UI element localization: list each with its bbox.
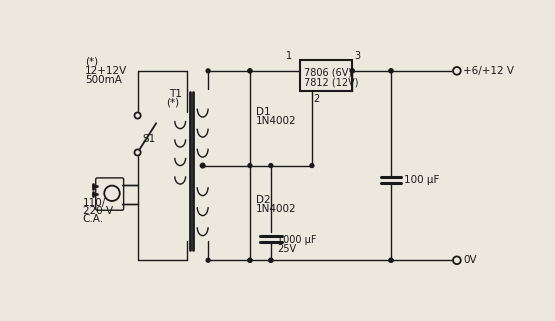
Text: D2: D2 — [256, 195, 271, 205]
Circle shape — [248, 258, 252, 262]
Bar — [300, 60, 352, 91]
Text: 220 V: 220 V — [83, 206, 113, 216]
Text: 25V: 25V — [277, 244, 296, 254]
Circle shape — [269, 258, 273, 262]
Text: 12+12V: 12+12V — [85, 66, 127, 76]
Circle shape — [248, 258, 252, 262]
Circle shape — [389, 258, 393, 262]
Text: +6/+12 V: +6/+12 V — [463, 66, 514, 76]
Circle shape — [310, 164, 314, 168]
Text: 0V: 0V — [463, 255, 477, 265]
Circle shape — [248, 69, 252, 73]
Circle shape — [389, 69, 393, 73]
Circle shape — [389, 69, 393, 73]
Circle shape — [200, 163, 205, 168]
Text: S1: S1 — [142, 134, 155, 143]
FancyBboxPatch shape — [95, 178, 124, 210]
Text: T1: T1 — [169, 89, 181, 99]
Text: (*): (*) — [85, 56, 98, 67]
Circle shape — [389, 258, 393, 262]
Text: 1N4002: 1N4002 — [256, 116, 297, 126]
Text: 3: 3 — [355, 51, 361, 61]
Text: (*): (*) — [166, 98, 179, 108]
Circle shape — [350, 69, 354, 73]
Text: 1000 µF: 1000 µF — [277, 235, 316, 245]
Text: 1N4002: 1N4002 — [256, 204, 297, 214]
Text: D1: D1 — [256, 107, 271, 117]
Text: 2: 2 — [314, 94, 320, 104]
Text: 7812 (12V): 7812 (12V) — [304, 77, 359, 87]
Text: 1: 1 — [286, 51, 292, 61]
Text: 500mA: 500mA — [85, 75, 122, 85]
Circle shape — [453, 256, 461, 264]
Circle shape — [269, 164, 273, 168]
Circle shape — [206, 69, 210, 73]
Circle shape — [134, 112, 140, 118]
Circle shape — [206, 258, 210, 262]
Circle shape — [105, 186, 119, 200]
Text: C.A.: C.A. — [83, 214, 104, 224]
Circle shape — [134, 149, 140, 156]
Text: 100 µF: 100 µF — [404, 175, 440, 185]
Circle shape — [453, 67, 461, 75]
Circle shape — [248, 164, 252, 168]
Circle shape — [248, 69, 252, 73]
Circle shape — [269, 258, 273, 262]
Text: 7806 (6V): 7806 (6V) — [304, 67, 352, 77]
Circle shape — [350, 69, 354, 73]
Text: 110/: 110/ — [83, 197, 106, 208]
